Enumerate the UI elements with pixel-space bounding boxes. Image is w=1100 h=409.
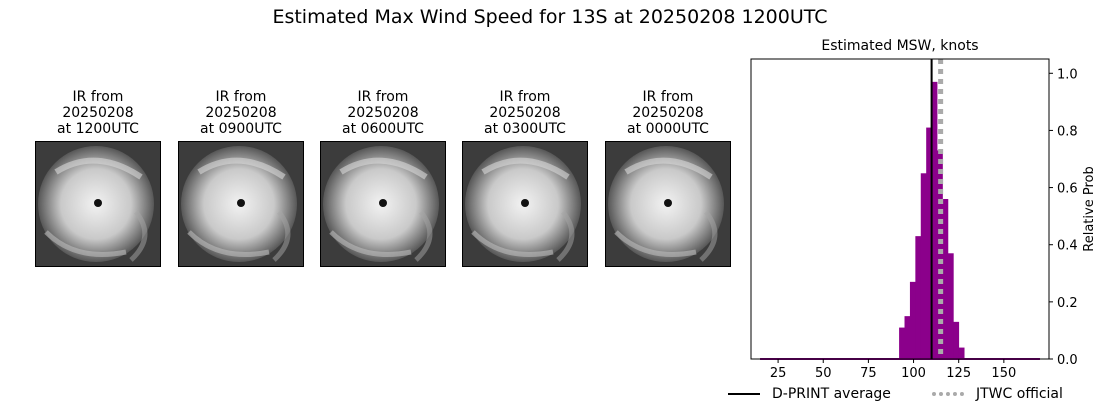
ir-satellite-image <box>605 141 731 267</box>
y-tick-label: 1.0 <box>1057 67 1078 82</box>
caption-line: IR from <box>72 89 124 105</box>
figure-title: Estimated Max Wind Speed for 13S at 2025… <box>272 6 828 28</box>
y-axis-label: Relative Prob <box>1082 166 1097 251</box>
x-tick-label: 100 <box>901 366 926 381</box>
legend-item-dprint: D-PRINT average <box>728 386 891 402</box>
caption-line: at 0000UTC <box>627 121 709 137</box>
caption-line: 20250208 <box>489 105 561 121</box>
caption-line: at 0300UTC <box>484 121 566 137</box>
histogram-bar <box>942 199 949 359</box>
ir-satellite-image <box>462 141 588 267</box>
ir-panel-caption: IR from 20250208 at 0300UTC <box>462 89 588 139</box>
ir-satellite-image <box>320 141 446 267</box>
x-tick-label: 125 <box>946 366 971 381</box>
ir-panel: IR from 20250208 at 0300UTC <box>462 89 588 267</box>
caption-line: 20250208 <box>632 105 704 121</box>
histogram-bar <box>904 316 911 359</box>
histogram-bar <box>947 253 954 359</box>
caption-line: IR from <box>357 89 409 105</box>
caption-line: 20250208 <box>62 105 134 121</box>
caption-line: at 0900UTC <box>200 121 282 137</box>
x-tick-label: 75 <box>860 366 877 381</box>
histogram-bar <box>915 236 922 359</box>
x-tick-label: 25 <box>770 366 787 381</box>
ir-panel: IR from 20250208 at 1200UTC <box>35 89 161 267</box>
histogram-bar <box>920 173 927 359</box>
y-tick-label: 0.6 <box>1057 182 1078 197</box>
legend-label: D-PRINT average <box>772 386 891 402</box>
caption-line: 20250208 <box>347 105 419 121</box>
y-tick-label: 0.4 <box>1057 239 1078 254</box>
ir-panel-caption: IR from 20250208 at 1200UTC <box>35 89 161 139</box>
y-tick-label: 0.8 <box>1057 124 1078 139</box>
ir-panel: IR from 20250208 at 0900UTC <box>178 89 304 267</box>
ir-panel: IR from 20250208 at 0600UTC <box>320 89 446 267</box>
ir-panel-caption: IR from 20250208 at 0900UTC <box>178 89 304 139</box>
histogram-bar <box>909 281 916 359</box>
x-tick-label: 150 <box>991 366 1016 381</box>
legend-item-jtwc: JTWC official <box>932 386 1063 402</box>
y-tick-label: 0.2 <box>1057 296 1078 311</box>
legend-label: JTWC official <box>976 386 1063 402</box>
histogram-bar <box>958 347 965 359</box>
caption-line: 20250208 <box>205 105 277 121</box>
caption-line: at 0600UTC <box>342 121 424 137</box>
y-tick-label: 0.0 <box>1057 353 1078 368</box>
caption-line: IR from <box>642 89 694 105</box>
legend: D-PRINT average JTWC official <box>726 386 1086 408</box>
ir-panel-caption: IR from 20250208 at 0600UTC <box>320 89 446 139</box>
legend-swatch-dotted <box>932 392 964 396</box>
caption-line: at 1200UTC <box>57 121 139 137</box>
histogram-bar <box>899 327 905 359</box>
caption-line: IR from <box>215 89 267 105</box>
ir-satellite-image <box>35 141 161 267</box>
legend-swatch-solid <box>728 393 760 395</box>
x-tick-label: 50 <box>815 366 832 381</box>
plot-frame <box>750 58 1050 360</box>
histogram-bar <box>937 150 943 359</box>
histogram-bar <box>926 127 933 359</box>
chart-title: Estimated MSW, knots <box>821 38 978 54</box>
histogram-bar <box>931 81 938 359</box>
ir-panel: IR from 20250208 at 0000UTC <box>605 89 731 267</box>
caption-line: IR from <box>499 89 551 105</box>
ir-panel-caption: IR from 20250208 at 0000UTC <box>605 89 731 139</box>
histogram-bar <box>953 321 960 359</box>
ir-satellite-image <box>178 141 304 267</box>
